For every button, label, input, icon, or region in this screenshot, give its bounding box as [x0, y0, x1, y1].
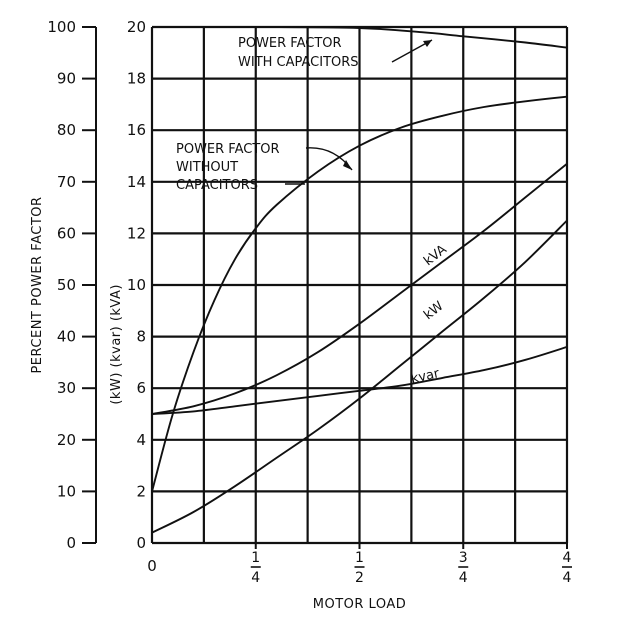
- annotation-pf-without-line3: CAPACITORS: [176, 178, 258, 193]
- x-tick-denominator: 4: [459, 570, 468, 586]
- right-tick-label: 8: [136, 328, 146, 346]
- right-tick-label: 14: [127, 173, 146, 191]
- left-tick-label: 40: [57, 328, 76, 346]
- annotation-pf-with-line1: POWER FACTOR: [238, 36, 342, 51]
- left-tick-label: 80: [57, 121, 76, 139]
- left-tick-label: 50: [57, 276, 76, 294]
- left-tick-label: 60: [57, 224, 76, 242]
- right-axis-title: (kW) (kvar) (kVA): [109, 284, 124, 405]
- series-kw: [151, 219, 568, 534]
- x-tick-numerator: 1: [251, 550, 260, 566]
- left-tick-label: 10: [57, 482, 76, 500]
- right-tick-label: 16: [127, 121, 146, 139]
- x-tick-numerator: 1: [355, 550, 364, 566]
- x-tick-denominator: 4: [563, 570, 572, 586]
- right-tick-label: 10: [127, 276, 146, 294]
- x-tick-denominator: 2: [355, 570, 364, 586]
- left-tick-label: 0: [66, 534, 76, 552]
- x-tick-numerator: 4: [563, 550, 572, 566]
- curves: [151, 25, 568, 534]
- left-tick-label: 20: [57, 431, 76, 449]
- annotation-pf-without-arrowhead: [343, 160, 352, 170]
- series-kva: [151, 162, 568, 415]
- right-tick-label: 4: [136, 431, 146, 449]
- right-tick-label: 12: [127, 224, 146, 242]
- x-tick-denominator: 4: [251, 570, 260, 586]
- right-tick-label: 0: [136, 534, 146, 552]
- x-tick-label: 0: [147, 557, 157, 575]
- right-tick-label: 20: [127, 18, 146, 36]
- left-tick-label: 90: [57, 70, 76, 88]
- right-tick-label: 18: [127, 70, 146, 88]
- labels: MOTOR LOAD PERCENT POWER FACTOR (kW) (kvar…: [30, 196, 406, 612]
- annotation-kva: kVA: [421, 242, 450, 269]
- annotation-pf-without-line2: WITHOUT: [176, 160, 238, 175]
- right-tick-label: 6: [136, 379, 146, 397]
- series-power-factor-without-capacitors: [151, 95, 568, 492]
- left-axis-title: PERCENT POWER FACTOR: [30, 196, 45, 373]
- annotation-kvar: kvar: [410, 366, 442, 387]
- series-kvar: [151, 345, 568, 415]
- annotation-kw: kW: [421, 299, 446, 323]
- annotations: POWER FACTOR WITH CAPACITORS POWER FACTOR W…: [176, 36, 450, 387]
- annotation-pf-with-arrowhead: [423, 40, 432, 47]
- series-power-factor-with-capacitors: [151, 25, 568, 49]
- left-tick-label: 30: [57, 379, 76, 397]
- annotation-pf-with-line2: WITH CAPACITORS: [238, 55, 359, 70]
- x-axis-title: MOTOR LOAD: [313, 597, 406, 612]
- annotation-pf-without-line1: POWER FACTOR: [176, 142, 280, 157]
- left-tick-label: 70: [57, 173, 76, 191]
- axes: 0102030405060708090100024681012141618200…: [47, 18, 572, 586]
- right-tick-label: 2: [136, 482, 146, 500]
- left-tick-label: 100: [47, 18, 76, 36]
- x-tick-numerator: 3: [459, 550, 468, 566]
